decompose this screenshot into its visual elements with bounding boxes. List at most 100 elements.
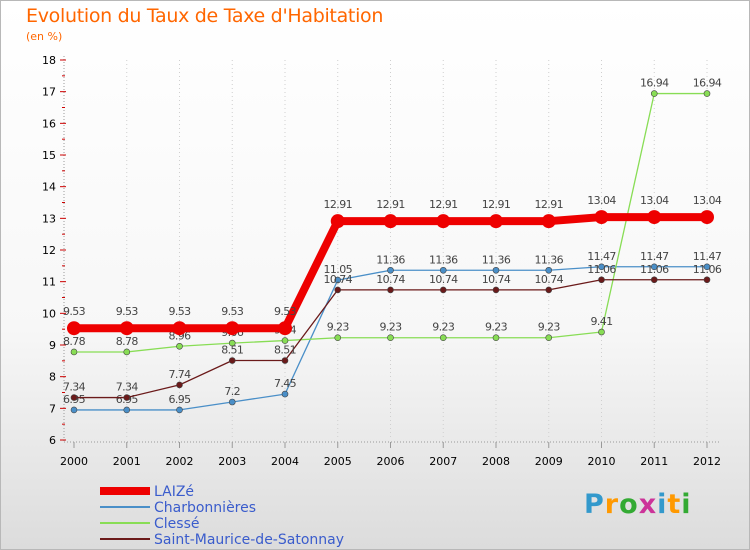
data-point [439, 334, 447, 342]
y-tick-label: 8 [49, 371, 56, 384]
x-tick-label: 2004 [271, 455, 299, 468]
data-label: 12.91 [376, 198, 405, 211]
x-tick-label: 2001 [113, 455, 141, 468]
data-label: 9.53 [63, 305, 86, 318]
data-label: 7.34 [116, 381, 139, 394]
data-label: 8.78 [63, 335, 86, 348]
data-label: 9.23 [327, 321, 350, 334]
y-tick-label: 12 [42, 244, 56, 257]
data-point [598, 276, 605, 284]
y-tick-label: 7 [49, 402, 56, 415]
logo-letter: x [638, 489, 658, 520]
data-point [330, 214, 345, 229]
data-label: 8.51 [274, 344, 296, 357]
data-label: 9.23 [485, 321, 508, 334]
data-point [598, 263, 605, 271]
data-point [176, 381, 183, 389]
data-point [700, 210, 714, 225]
data-label: 9.53 [274, 305, 297, 318]
data-point [703, 263, 711, 271]
y-tick-label: 17 [42, 86, 56, 99]
data-point [123, 348, 131, 356]
x-tick-label: 2003 [218, 455, 246, 468]
logo-letter: P [584, 489, 605, 520]
data-point [334, 286, 342, 294]
x-tick-label: 2007 [429, 455, 457, 468]
data-label: 11.36 [535, 253, 564, 266]
legend-label: Saint-Maurice-de-Satonnay [154, 532, 344, 548]
y-tick-label: 6 [49, 434, 56, 447]
data-point [387, 266, 394, 274]
x-tick-label: 2009 [535, 455, 563, 468]
x-tick-label: 2000 [60, 455, 88, 468]
data-point [439, 286, 447, 294]
data-label: 11.06 [587, 263, 616, 276]
data-point [650, 90, 658, 97]
data-label: 11.05 [324, 263, 353, 276]
logo-letter: i [657, 489, 668, 520]
data-label: 11.36 [482, 253, 511, 266]
data-point [176, 406, 183, 414]
data-point [228, 398, 236, 406]
data-point [647, 210, 662, 225]
data-point [545, 286, 553, 294]
data-point [334, 276, 342, 284]
data-label: 11.36 [376, 253, 405, 266]
data-label: 11.47 [693, 250, 722, 263]
data-point [492, 266, 500, 274]
data-label: 12.91 [482, 198, 511, 211]
data-label: 11.06 [693, 263, 722, 276]
data-point [123, 394, 131, 401]
data-label: 10.74 [535, 273, 564, 286]
data-label: 11.36 [429, 253, 458, 266]
data-point [650, 263, 658, 271]
y-tick-label: 13 [42, 212, 56, 225]
data-point [228, 357, 236, 364]
data-label: 7.45 [274, 377, 297, 390]
data-point [545, 266, 553, 274]
x-tick-label: 2012 [693, 455, 721, 468]
data-point [281, 357, 289, 364]
x-tick-label: 2010 [588, 455, 616, 468]
data-point [281, 337, 289, 344]
data-label: 11.47 [587, 250, 616, 263]
data-label: 10.74 [324, 273, 353, 286]
data-point [176, 342, 183, 350]
data-label: 9.23 [538, 321, 561, 334]
y-tick-label: 11 [42, 276, 56, 289]
x-tick-label: 2002 [166, 455, 194, 468]
data-point [334, 334, 342, 342]
data-point [119, 321, 134, 336]
data-point [492, 286, 500, 294]
x-tick-label: 2011 [640, 455, 668, 468]
data-point [703, 90, 711, 97]
data-label: 9.23 [379, 321, 402, 334]
data-label: 12.91 [324, 198, 353, 211]
data-point [545, 334, 553, 342]
data-label: 7.34 [63, 381, 86, 394]
data-point [387, 286, 394, 294]
data-label: 16.94 [693, 77, 722, 90]
data-label: 6.95 [168, 393, 191, 406]
data-label: 13.04 [693, 194, 722, 207]
x-tick-label: 2005 [324, 455, 352, 468]
y-tick-label: 10 [42, 307, 56, 320]
data-label: 10.74 [482, 273, 511, 286]
data-point [598, 328, 605, 336]
data-point [70, 394, 78, 401]
data-point [387, 334, 394, 342]
data-label: 10.74 [429, 273, 458, 286]
y-tick-label: 16 [42, 117, 56, 130]
data-point [123, 406, 131, 414]
data-label: 7.74 [168, 368, 191, 381]
legend-label: LAIZé [154, 484, 194, 500]
data-label: 12.91 [535, 198, 564, 211]
data-point [436, 214, 451, 229]
data-point [228, 339, 236, 347]
y-tick-label: 15 [42, 149, 56, 162]
data-point [70, 348, 78, 356]
data-label: 8.78 [116, 335, 139, 348]
legend-label: Charbonnières [154, 500, 256, 516]
data-point [439, 266, 447, 274]
